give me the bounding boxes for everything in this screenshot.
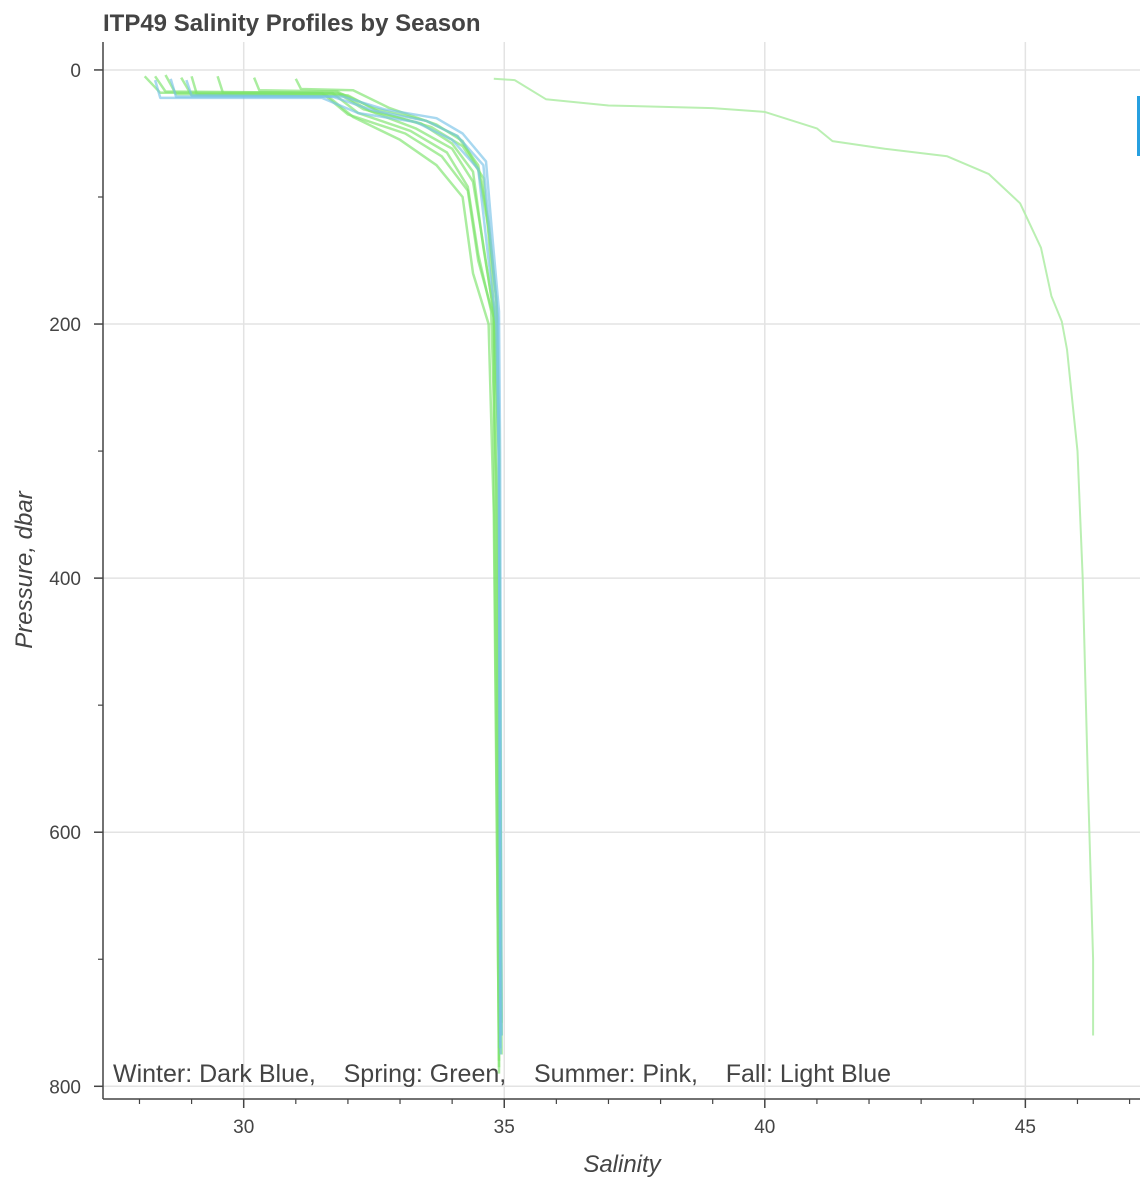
profile-line-spring — [143, 75, 501, 1068]
profile-line-outlier — [493, 77, 1095, 1036]
profile-line-spring — [252, 77, 501, 1042]
toolbar-indicator[interactable] — [1137, 96, 1140, 156]
y-tick-label: 200 — [49, 315, 81, 336]
x-axis-label: Salinity — [583, 1151, 662, 1178]
profile-line-fall — [153, 79, 502, 1049]
season-color-note: Winter: Dark Blue, Spring: Green, Summer… — [113, 1060, 891, 1088]
profile-line-spring — [154, 75, 501, 1049]
x-tick-label: 40 — [754, 1117, 775, 1138]
y-tick-label: 800 — [49, 1077, 81, 1098]
grid-lines — [103, 42, 1140, 1099]
y-tick-label: 600 — [49, 823, 81, 844]
profile-line-spring — [294, 78, 503, 1023]
profile-lines — [143, 74, 1095, 1074]
y-axis-ticks: 0 200 400 600 800 — [49, 61, 103, 1098]
profile-line-fall — [169, 78, 502, 1055]
profile-line-spring — [190, 75, 501, 1074]
x-axis-ticks: 30 35 40 45 — [138, 1099, 1131, 1138]
y-tick-label: 400 — [49, 569, 81, 590]
profile-line-fall — [185, 79, 503, 1036]
y-axis-label: Pressure, dbar — [11, 490, 38, 648]
profile-line-spring — [216, 75, 503, 1055]
profile-line-spring — [180, 76, 501, 1061]
y-tick-label: 0 — [70, 61, 81, 82]
profile-line-spring — [164, 74, 503, 1036]
x-tick-label: 45 — [1015, 1117, 1036, 1138]
chart-title: ITP49 Salinity Profiles by Season — [103, 10, 480, 37]
x-tick-label: 30 — [233, 1117, 254, 1138]
x-tick-label: 35 — [494, 1117, 515, 1138]
